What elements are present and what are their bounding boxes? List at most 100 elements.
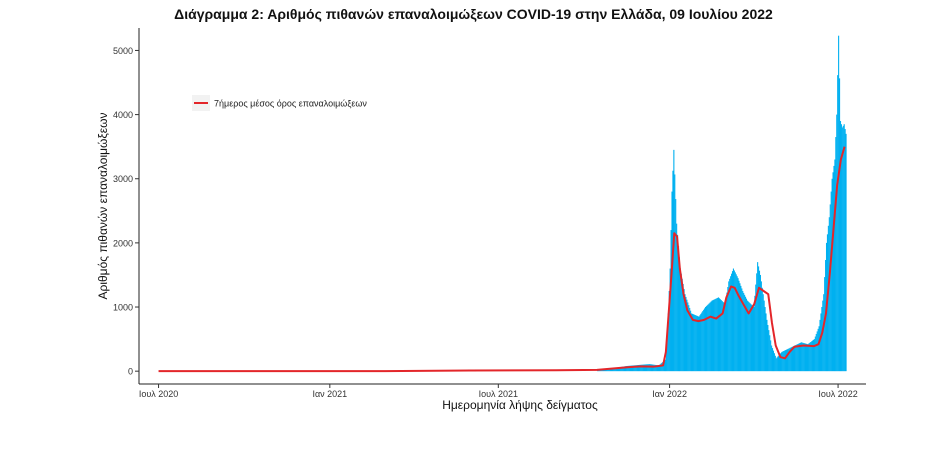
bar bbox=[660, 363, 662, 372]
bar bbox=[610, 368, 612, 372]
bar bbox=[755, 284, 757, 372]
moving-average-line bbox=[158, 146, 846, 373]
bar bbox=[796, 344, 798, 372]
bar bbox=[688, 305, 690, 372]
bar bbox=[777, 356, 779, 372]
bar bbox=[774, 355, 776, 372]
bar bbox=[701, 312, 703, 372]
bar bbox=[741, 288, 743, 372]
bar bbox=[644, 364, 646, 372]
bar bbox=[659, 364, 661, 372]
bar bbox=[635, 365, 637, 372]
bar bbox=[664, 359, 667, 372]
bar bbox=[623, 366, 625, 372]
bar bbox=[763, 300, 765, 372]
bar bbox=[808, 343, 810, 372]
bar bbox=[703, 309, 705, 372]
bar bbox=[680, 273, 682, 372]
bar bbox=[720, 300, 722, 372]
bar bbox=[661, 362, 663, 372]
bar bbox=[656, 365, 658, 372]
bar bbox=[840, 124, 842, 372]
bar bbox=[618, 367, 620, 372]
bar bbox=[650, 364, 653, 372]
bar bbox=[731, 271, 734, 372]
bar bbox=[655, 365, 657, 372]
y-tick-label: 5000 bbox=[113, 46, 133, 56]
bar bbox=[817, 328, 819, 372]
bar bbox=[810, 342, 812, 372]
bar bbox=[616, 367, 618, 372]
bar bbox=[839, 121, 842, 372]
bar bbox=[606, 368, 608, 372]
bar bbox=[740, 285, 742, 372]
bar bbox=[691, 313, 693, 372]
bar bbox=[632, 365, 634, 372]
bar bbox=[666, 328, 668, 372]
bar bbox=[816, 331, 818, 372]
bar bbox=[620, 367, 622, 372]
bar bbox=[723, 302, 725, 372]
bar bbox=[629, 365, 631, 372]
bar bbox=[752, 306, 754, 372]
bar bbox=[781, 351, 783, 372]
bar bbox=[794, 345, 796, 372]
bar bbox=[649, 364, 651, 372]
bar bbox=[821, 307, 823, 372]
bar bbox=[800, 342, 802, 372]
bar bbox=[617, 367, 619, 372]
bar bbox=[704, 308, 706, 372]
bar bbox=[744, 294, 746, 372]
bar bbox=[623, 366, 626, 372]
bar bbox=[685, 296, 687, 372]
bar bbox=[662, 362, 664, 372]
bar bbox=[797, 344, 799, 372]
bar bbox=[733, 270, 735, 372]
bar bbox=[691, 313, 694, 372]
bar bbox=[612, 368, 614, 372]
bar bbox=[637, 365, 639, 372]
x-tick-label: Ιουλ 2022 bbox=[818, 389, 857, 399]
bar bbox=[687, 302, 689, 372]
bar bbox=[693, 314, 695, 372]
bar bbox=[768, 330, 770, 372]
bar bbox=[744, 296, 747, 372]
bar-series bbox=[596, 35, 847, 372]
bar bbox=[673, 149, 675, 372]
bar bbox=[708, 303, 710, 372]
bar bbox=[734, 272, 736, 372]
bar bbox=[634, 365, 636, 372]
bar bbox=[760, 281, 762, 372]
bar bbox=[675, 199, 677, 372]
bar bbox=[838, 35, 840, 372]
bar bbox=[654, 364, 656, 372]
bar bbox=[748, 302, 750, 372]
bar bbox=[770, 340, 772, 372]
bar bbox=[627, 365, 629, 372]
bar bbox=[669, 268, 671, 372]
bar bbox=[681, 278, 683, 372]
bar bbox=[813, 339, 815, 372]
bar bbox=[719, 299, 721, 372]
bar bbox=[717, 297, 719, 372]
bar bbox=[653, 364, 655, 372]
bar bbox=[698, 316, 700, 372]
bar bbox=[684, 294, 686, 372]
bar bbox=[823, 294, 825, 372]
x-tick-label: Ιαν 2021 bbox=[312, 389, 347, 399]
bar bbox=[648, 364, 650, 372]
bar bbox=[678, 257, 680, 372]
legend: 7ήμερος μέσος όρος επαναλοιμώξεων bbox=[192, 95, 367, 111]
bar bbox=[645, 364, 647, 372]
bar bbox=[791, 346, 793, 372]
bar bbox=[726, 292, 728, 372]
y-tick-label: 2000 bbox=[113, 238, 133, 248]
bar bbox=[702, 311, 704, 372]
bar bbox=[712, 300, 714, 372]
bar bbox=[652, 364, 654, 372]
bar bbox=[715, 298, 717, 372]
bar bbox=[799, 342, 802, 372]
bar bbox=[762, 294, 764, 372]
bar bbox=[713, 299, 715, 372]
